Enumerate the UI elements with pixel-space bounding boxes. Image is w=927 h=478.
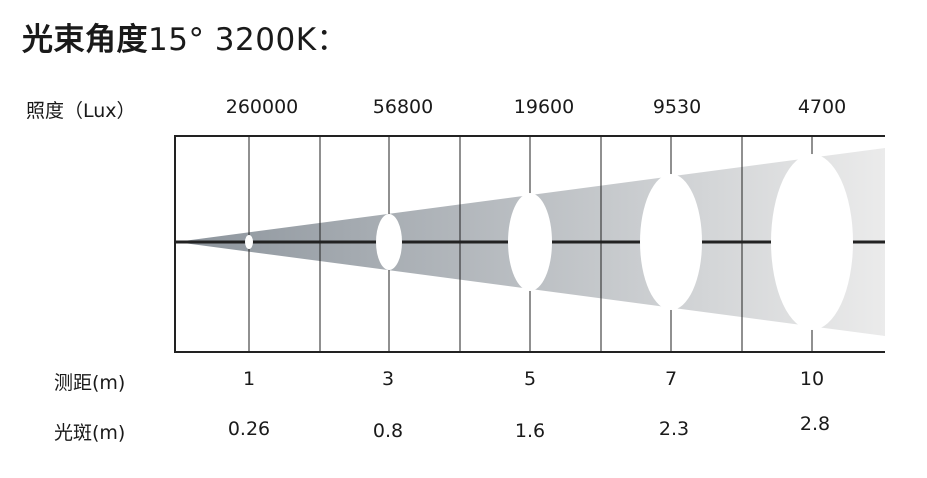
light-spot-3 [508,193,552,291]
distance-value-5: 10 [799,368,825,390]
lux-value-3: 19600 [513,96,575,118]
light-spot-5 [771,154,853,330]
light-spot-1 [245,235,253,249]
illuminance-row-label: 照度（Lux） [26,100,136,122]
lux-value-4: 9530 [652,96,702,118]
spot-row-label: 光斑(m) [54,422,126,444]
spot-value-2: 0.8 [372,420,404,442]
spot-value-5: 2.8 [799,413,831,435]
diagram-frame [174,135,885,353]
distance-value-2: 3 [381,368,395,390]
distance-value-3: 5 [523,368,537,390]
title-heading: 光束角度 [22,22,148,58]
lux-value-2: 56800 [372,96,434,118]
page-title: 光束角度15° 3200K： [22,14,348,59]
spot-value-1: 0.26 [227,418,271,440]
lux-value-5: 4700 [797,96,847,118]
spot-value-3: 1.6 [514,420,546,442]
distance-value-4: 7 [664,368,678,390]
title-spec: 15° 3200K： [148,22,349,58]
light-spot-2 [376,214,402,270]
distance-value-1: 1 [242,368,256,390]
distance-row-label: 测距(m) [54,372,126,394]
spot-value-4: 2.3 [658,418,690,440]
lux-value-1: 260000 [225,96,299,118]
light-spot-4 [640,174,702,310]
